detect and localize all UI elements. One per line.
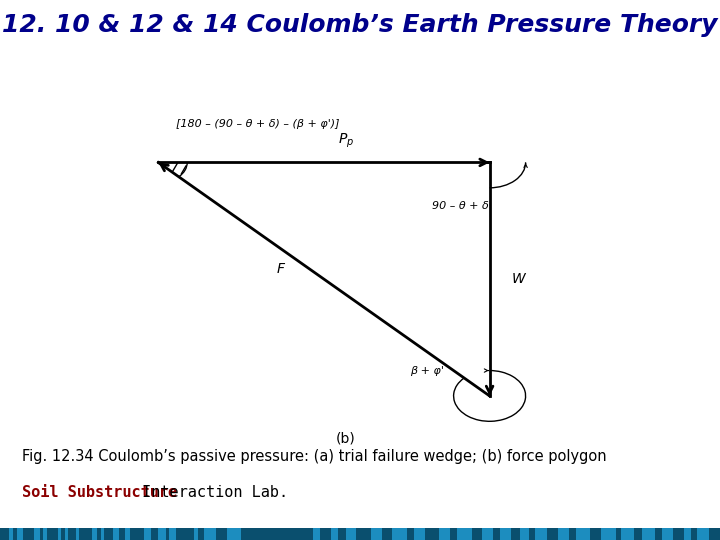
Text: β + φ': β + φ' [410,366,444,376]
Bar [104,528,113,540]
Bar [198,528,204,540]
Text: [180 – (90 – θ + δ) – (β + φ')]: [180 – (90 – θ + δ) – (β + φ')] [176,119,340,130]
Bar [590,528,601,540]
Bar [97,528,101,540]
Bar [472,528,482,540]
Bar [529,528,535,540]
Bar [68,528,76,540]
Text: 90 – θ + δ: 90 – θ + δ [432,200,489,211]
Bar [338,528,346,540]
Text: 12. 10 & 12 & 14 Coulomb’s Earth Pressure Theory: 12. 10 & 12 & 14 Coulomb’s Earth Pressur… [2,12,718,37]
Text: Fig. 12.34 Coulomb’s passive pressure: (a) trial failure wedge; (b) force polygo: Fig. 12.34 Coulomb’s passive pressure: (… [22,449,606,464]
Bar [23,528,34,540]
Bar [547,528,558,540]
Text: Interaction Lab.: Interaction Lab. [133,485,288,500]
Bar [13,528,17,540]
Bar [130,528,144,540]
Bar [216,528,227,540]
Text: Soil Substructure: Soil Substructure [22,485,176,500]
Text: W: W [511,272,525,286]
Bar [176,528,194,540]
Bar [166,528,169,540]
Bar [61,528,65,540]
Bar [382,528,392,540]
Bar [450,528,457,540]
Text: $P_p$: $P_p$ [338,131,354,150]
Bar [320,528,331,540]
Bar [79,528,92,540]
Bar [673,528,684,540]
Bar [0,528,9,540]
Bar [40,528,43,540]
Bar [241,528,313,540]
Bar [151,528,158,540]
Bar [511,528,520,540]
Bar [493,528,500,540]
Text: (b): (b) [336,431,356,446]
Text: F: F [276,262,285,276]
Bar [407,528,414,540]
Bar [425,528,439,540]
Bar [691,528,697,540]
Bar [119,528,125,540]
Bar [616,528,621,540]
Bar [356,528,371,540]
Bar [47,528,58,540]
Bar [634,528,642,540]
Bar [655,528,662,540]
Bar [709,528,720,540]
Bar [569,528,576,540]
